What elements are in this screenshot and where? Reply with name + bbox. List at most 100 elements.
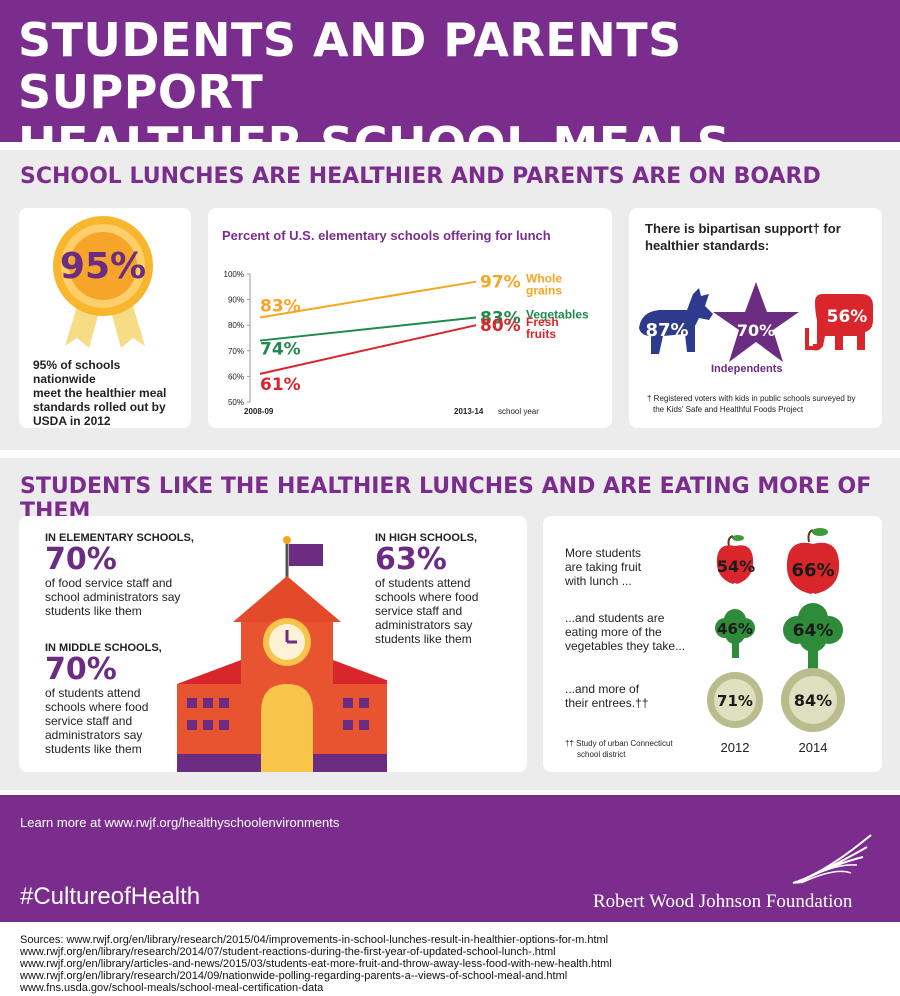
republican-value: 56%	[827, 307, 868, 327]
bipartisan-heading-line: healthier standards:	[645, 238, 770, 253]
page-title: STUDENTS AND PARENTS SUPPORT HEALTHIER S…	[18, 14, 900, 170]
high-text-line: service staff and	[375, 604, 463, 618]
high-heading: IN HIGH SCHOOLS,	[375, 532, 478, 544]
fruit-row-text: More students are taking fruit with lunc…	[565, 546, 641, 588]
study-footnote-line: school district	[577, 750, 626, 759]
source-line: www.fns.usda.gov/school-meals/school-mea…	[20, 982, 324, 994]
entree-2012-value: 71%	[717, 692, 753, 710]
y-tick-label: 50%	[228, 398, 244, 407]
hashtag: #CultureofHealth	[20, 883, 201, 910]
footnote-line: † Registered voters with kids in public …	[647, 394, 856, 403]
veg-row-line: ...and students are	[565, 611, 665, 625]
middle-text: of students attend schools where food se…	[45, 686, 162, 756]
elementary-text-line: students like them	[45, 604, 142, 618]
ribbon-card: 95% 95% of schools nationwide meet the h…	[19, 208, 191, 428]
y-tick-label: 80%	[228, 321, 244, 330]
ribbon-text-line: meet the healthier meal	[33, 386, 167, 400]
year-2012-label: 2012	[721, 740, 750, 755]
y-tick-label: 60%	[228, 372, 244, 381]
ribbon-text-line: USDA in 2012	[33, 414, 111, 428]
democrat-value: 87%	[645, 320, 688, 341]
ribbon-value: 95%	[60, 246, 146, 287]
series-end-label: 97%	[480, 273, 521, 293]
bipartisan-card: There is bipartisan support† for healthi…	[629, 208, 882, 428]
party-icons: 87% 70% 56%	[639, 282, 873, 362]
x-axis-suffix: school year	[498, 407, 539, 416]
high-value: 63%	[375, 542, 447, 577]
series-start-label: 83%	[260, 297, 301, 317]
school-card: IN ELEMENTARY SCHOOLS, 70% of food servi…	[19, 516, 527, 772]
comparison-icons: 54% 66% 46% 64%	[707, 528, 845, 755]
high-block: IN HIGH SCHOOLS, 63% of students attend …	[375, 532, 478, 646]
veg-2014-value: 64%	[793, 621, 834, 641]
bipartisan-heading-line: There is bipartisan support† for	[645, 221, 841, 236]
apple-icon	[786, 528, 840, 594]
series-line	[259, 324, 477, 375]
school-building-icon	[177, 536, 387, 772]
donkey-icon: 87%	[639, 288, 713, 354]
independents-label: Independents	[711, 363, 783, 375]
section-2-band: STUDENTS LIKE THE HEALTHIER LUNCHES AND …	[0, 458, 900, 790]
source-line: www.rwjf.org/en/library/articles-and-new…	[20, 958, 612, 970]
title-line-1: STUDENTS AND PARENTS SUPPORT	[18, 13, 682, 119]
series-name: Vegetables	[526, 308, 589, 322]
series-name: Whole	[526, 272, 562, 286]
y-tick-label: 90%	[228, 296, 244, 305]
high-text-line: schools where food	[375, 590, 479, 604]
elementary-text-line: of food service staff and	[45, 576, 173, 590]
middle-text-line: service staff and	[45, 714, 133, 728]
line-chart-card: Percent of U.S. elementary schools offer…	[208, 208, 612, 428]
independent-value: 70%	[737, 321, 775, 340]
veg-2012-value: 46%	[717, 620, 753, 638]
high-text-line: students like them	[375, 632, 472, 646]
x-tick-label: 2013-14	[454, 407, 484, 416]
section-1-band: SCHOOL LUNCHES ARE HEALTHIER AND PARENTS…	[0, 150, 900, 450]
chart-title: Percent of U.S. elementary schools offer…	[222, 228, 551, 243]
section-2-title: STUDENTS LIKE THE HEALTHIER LUNCHES AND …	[20, 474, 872, 524]
middle-text-line: of students attend	[45, 686, 141, 700]
fruit-2012-value: 54%	[717, 557, 755, 576]
comparison-card: More students are taking fruit with lunc…	[543, 516, 882, 772]
veg-row-text: ...and students are eating more of the v…	[565, 611, 685, 653]
learn-more-link[interactable]: Learn more at www.rwjf.org/healthyschool…	[20, 815, 340, 830]
award-ribbon-icon: 95%	[53, 216, 153, 348]
entree-row-text: ...and more of their entrees.††	[565, 682, 648, 710]
study-footnote-line: †† Study of urban Connecticut	[565, 739, 673, 748]
broccoli-icon	[715, 609, 755, 658]
entree-2014-value: 84%	[794, 691, 832, 710]
elementary-value: 70%	[45, 542, 117, 577]
series-name: grains	[526, 284, 562, 298]
sources: Sources: www.rwjf.org/en/library/researc…	[20, 934, 612, 994]
fruit-row-line: are taking fruit	[565, 560, 642, 574]
rwjf-logo-icon	[792, 834, 872, 884]
foundation-name: Robert Wood Johnson Foundation	[593, 891, 853, 912]
source-line: www.rwjf.org/en/library/research/2014/09…	[20, 970, 568, 982]
veg-row-line: vegetables they take...	[565, 639, 686, 653]
plate-icon	[781, 668, 845, 732]
high-text: of students attend schools where food se…	[375, 576, 478, 646]
middle-value: 70%	[45, 652, 117, 687]
footer-banner: Learn more at www.rwjf.org/healthyschool…	[0, 795, 900, 922]
line-chart: 100% 90% 80% 70% 60% 50%2008-09 2013-14 school …	[224, 270, 589, 416]
section-1-title: SCHOOL LUNCHES ARE HEALTHIER AND PARENTS…	[20, 164, 821, 189]
fruit-row-line: with lunch ...	[565, 574, 632, 588]
elementary-block: IN ELEMENTARY SCHOOLS, 70% of food servi…	[45, 532, 194, 618]
source-line: www.rwjf.org/en/library/research/2014/07…	[20, 946, 556, 958]
elementary-heading: IN ELEMENTARY SCHOOLS,	[45, 532, 194, 544]
broccoli-icon	[783, 603, 843, 670]
high-text-line: of students attend	[375, 576, 471, 590]
high-text-line: administrators say	[375, 618, 473, 632]
series-name: fruits	[526, 327, 556, 341]
ribbon-text-line: 95% of schools nationwide	[33, 358, 121, 386]
y-tick-label: 100%	[224, 270, 244, 279]
series-start-label: 61%	[260, 375, 301, 395]
bipartisan-heading: There is bipartisan support† for healthi…	[645, 220, 841, 254]
series-end-label: 83%	[480, 309, 521, 329]
fruit-2014-value: 66%	[791, 560, 834, 581]
series-start-label: 74%	[260, 340, 301, 360]
plate-icon	[707, 672, 763, 728]
entree-row-line: their entrees.††	[565, 696, 649, 710]
middle-block: IN MIDDLE SCHOOLS, 70% of students atten…	[45, 642, 162, 756]
middle-text-line: schools where food	[45, 700, 149, 714]
middle-text-line: administrators say	[45, 728, 143, 742]
